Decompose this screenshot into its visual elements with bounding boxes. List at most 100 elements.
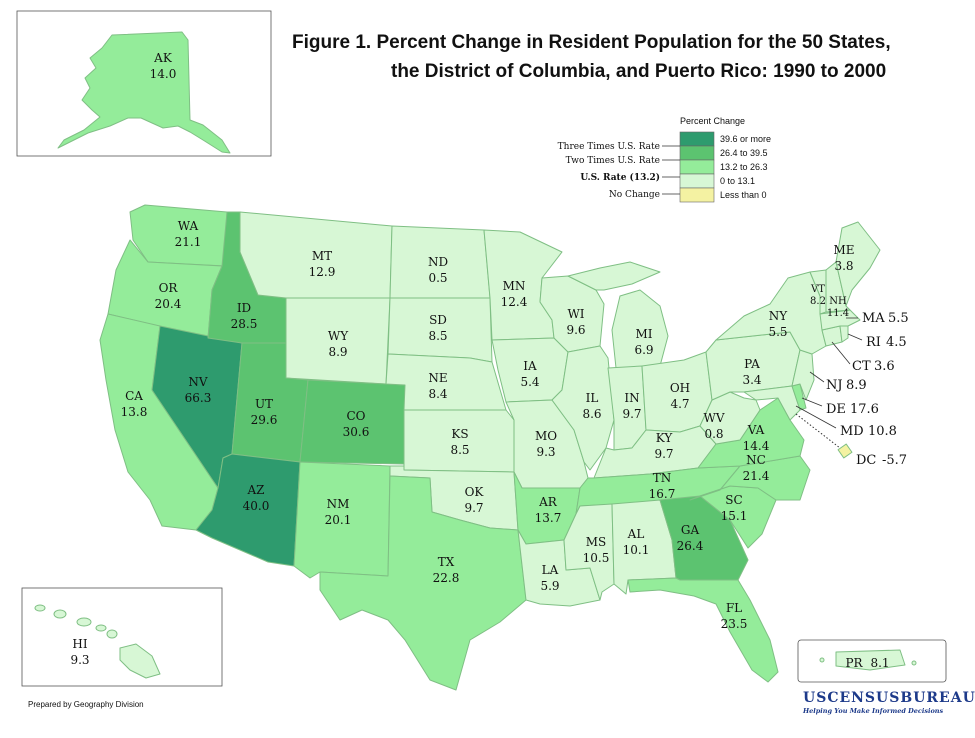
label-MN-code: MN bbox=[503, 279, 526, 293]
state-FL bbox=[627, 577, 779, 683]
state-NH bbox=[825, 261, 851, 313]
label-HI-value: 9.3 bbox=[70, 653, 89, 667]
label-SD-value: 8.5 bbox=[428, 329, 447, 343]
label-OK-value: 9.7 bbox=[464, 501, 483, 515]
label-NV-value: 66.3 bbox=[185, 391, 212, 405]
label-DE-code: DE bbox=[826, 402, 846, 417]
label-RI-value: 4.5 bbox=[886, 335, 907, 350]
label-HI-code: HI bbox=[72, 637, 87, 651]
label-ID-code: ID bbox=[237, 301, 251, 315]
label-WY-code: WY bbox=[328, 329, 349, 343]
label-MT-value: 12.9 bbox=[309, 265, 336, 279]
ct-leader bbox=[831, 341, 851, 365]
census-bureau-tagline: Helping You Make Informed Decisions bbox=[803, 707, 944, 715]
label-PA-code: PA bbox=[744, 357, 760, 371]
label-SC-code: SC bbox=[725, 493, 742, 507]
census-bureau-name: USCENSUSBUREAU bbox=[803, 690, 975, 706]
label-TN-value: 16.7 bbox=[649, 487, 676, 501]
de-leader bbox=[801, 397, 823, 407]
label-TN-code: TN bbox=[653, 471, 672, 485]
label-NV-code: NV bbox=[188, 375, 208, 389]
label-AK-code: AK bbox=[153, 51, 173, 65]
state-MS bbox=[563, 503, 615, 601]
label-VA-value: 14.4 bbox=[743, 439, 770, 453]
label-AZ-value: 40.0 bbox=[243, 499, 270, 513]
label-TX-code: TX bbox=[438, 555, 455, 569]
label-WV-value: 0.8 bbox=[704, 427, 723, 441]
state-PR bbox=[819, 649, 917, 671]
alaska-inset-frame bbox=[16, 10, 272, 157]
label-IL-code: IL bbox=[586, 391, 599, 405]
legend-swatch-no-change bbox=[679, 173, 715, 189]
label-NE-code: NE bbox=[428, 371, 447, 385]
label-LA-code: LA bbox=[542, 563, 559, 577]
label-NY-code: NY bbox=[769, 309, 789, 323]
state-RI bbox=[839, 325, 849, 343]
label-AL-code: AL bbox=[627, 527, 645, 541]
label-PR-code: PR bbox=[845, 656, 863, 670]
map-title-line1: Figure 1. Percent Change in Resident Pop… bbox=[292, 32, 891, 53]
label-KY-code: KY bbox=[656, 431, 674, 445]
legend-swatch-less-than-zero bbox=[679, 187, 715, 203]
legend-bin-4: Less than 0 bbox=[720, 190, 767, 200]
label-ME-value: 3.8 bbox=[834, 259, 853, 273]
label-CA-code: CA bbox=[125, 389, 143, 403]
label-NY-value: 5.5 bbox=[768, 325, 787, 339]
label-CO-code: CO bbox=[346, 409, 365, 423]
state-DC bbox=[837, 443, 853, 459]
label-IN-value: 9.7 bbox=[622, 407, 641, 421]
legend-bin-1: 26.4 to 39.5 bbox=[720, 148, 768, 158]
label-DC-code: DC bbox=[856, 453, 876, 468]
label-OH-value: 4.7 bbox=[670, 397, 689, 411]
label-NM-value: 20.1 bbox=[325, 513, 352, 527]
hawaii-inset-frame bbox=[21, 587, 223, 687]
legend-left-no-change: No Change bbox=[609, 190, 660, 200]
label-FL-code: FL bbox=[726, 601, 742, 615]
prepared-by-note: Prepared by Geography Division bbox=[28, 700, 144, 709]
label-PR-value: 8.1 bbox=[870, 656, 889, 670]
label-KS-code: KS bbox=[451, 427, 468, 441]
label-WI-value: 9.6 bbox=[566, 323, 585, 337]
label-GA-code: GA bbox=[681, 523, 700, 537]
label-MD-code: MD bbox=[840, 424, 864, 439]
label-CO-value: 30.6 bbox=[343, 425, 370, 439]
label-AK-value: 14.0 bbox=[150, 67, 177, 81]
puerto-rico-inset-frame bbox=[797, 639, 947, 683]
legend-swatch-us-rate bbox=[679, 159, 715, 175]
label-MN-value: 12.4 bbox=[501, 295, 528, 309]
label-MS-value: 10.5 bbox=[583, 551, 610, 565]
state-VT bbox=[809, 269, 827, 315]
label-TX-value: 22.8 bbox=[433, 571, 460, 585]
label-MO-code: MO bbox=[535, 429, 557, 443]
state-IL bbox=[551, 345, 615, 471]
label-OH-code: OH bbox=[670, 381, 690, 395]
md-leader bbox=[795, 405, 837, 429]
label-ID-value: 28.5 bbox=[231, 317, 258, 331]
label-NH-code: NH bbox=[829, 296, 847, 307]
label-ND-value: 0.5 bbox=[428, 271, 447, 285]
label-ND-code: ND bbox=[428, 255, 448, 269]
label-RI-code: RI bbox=[866, 335, 881, 350]
label-MT-code: MT bbox=[312, 249, 332, 263]
label-IL-value: 8.6 bbox=[582, 407, 601, 421]
label-VA-code: VA bbox=[747, 423, 765, 437]
label-AR-code: AR bbox=[538, 495, 558, 509]
label-AR-value: 13.7 bbox=[535, 511, 562, 525]
label-MI-code: MI bbox=[635, 327, 652, 341]
label-SC-value: 15.1 bbox=[721, 509, 748, 523]
label-WV-code: WV bbox=[704, 411, 725, 425]
label-DC-value: -5.7 bbox=[882, 453, 907, 468]
label-NJ-value: 8.9 bbox=[846, 378, 867, 393]
label-WI-code: WI bbox=[567, 307, 584, 321]
label-OK-code: OK bbox=[465, 485, 485, 499]
label-DE-value: 17.6 bbox=[850, 402, 879, 417]
state-ME bbox=[835, 221, 881, 307]
legend-bin-0: 39.6 or more bbox=[720, 134, 771, 144]
label-MI-value: 6.9 bbox=[634, 343, 653, 357]
label-NE-value: 8.4 bbox=[428, 387, 447, 401]
label-MA-code: MA bbox=[862, 311, 885, 326]
ri-leader bbox=[847, 333, 863, 341]
legend-left-two-times: Two Times U.S. Rate bbox=[566, 156, 660, 166]
legend: Percent Change 39.6 or more 26.4 to 39.5… bbox=[558, 116, 771, 203]
